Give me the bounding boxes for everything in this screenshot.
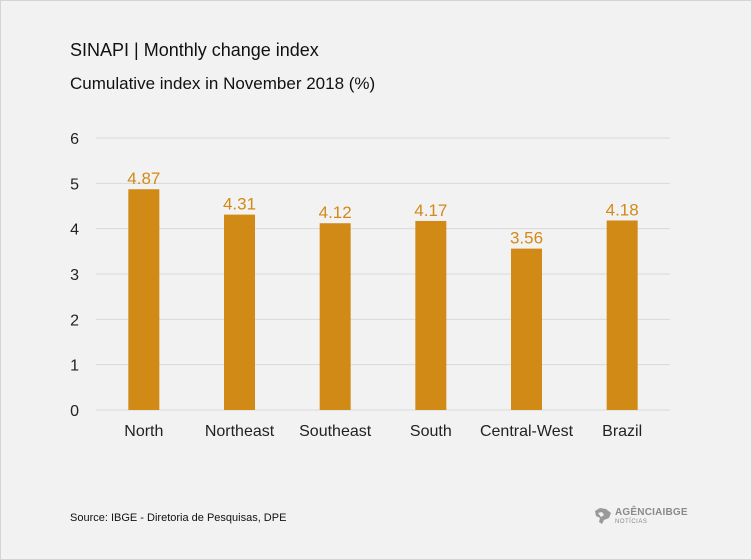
value-label: 4.31	[223, 195, 256, 214]
y-tick-label: 1	[70, 358, 79, 375]
x-category-label: North	[124, 423, 163, 440]
agencia-ibge-logo: AGÊNCIAIBGE NOTÍCIAS	[592, 507, 688, 525]
value-label: 4.18	[606, 201, 639, 220]
value-label: 3.56	[510, 229, 543, 248]
bar	[511, 248, 542, 410]
source-note: Source: IBGE - Diretoria de Pesquisas, D…	[70, 512, 287, 524]
x-category-label: South	[410, 423, 452, 440]
brand-name: AGÊNCIAIBGE	[615, 506, 688, 518]
bar	[319, 223, 351, 410]
y-tick-label: 2	[70, 312, 79, 329]
y-tick-label: 0	[70, 403, 79, 420]
x-category-label: Northeast	[205, 423, 275, 440]
y-tick-label: 5	[70, 176, 79, 193]
x-category-label: Southeast	[299, 423, 372, 440]
brazil-map-icon	[595, 508, 611, 524]
x-category-label: Brazil	[602, 423, 642, 440]
y-tick-label: 3	[70, 267, 79, 284]
value-label: 4.17	[414, 201, 447, 220]
bar	[224, 214, 255, 410]
bar	[415, 220, 447, 410]
brand-subtitle: NOTÍCIAS	[615, 518, 648, 525]
y-tick-label: 4	[70, 222, 79, 239]
y-tick-label: 6	[70, 131, 79, 148]
bar	[128, 189, 160, 410]
chart-title: SINAPI | Monthly change index	[70, 40, 319, 60]
value-label: 4.87	[127, 169, 160, 188]
chart-subtitle: Cumulative index in November 2018 (%)	[70, 74, 376, 93]
bar	[606, 220, 638, 410]
value-label: 4.12	[319, 203, 352, 222]
x-category-label: Central-West	[480, 423, 574, 440]
